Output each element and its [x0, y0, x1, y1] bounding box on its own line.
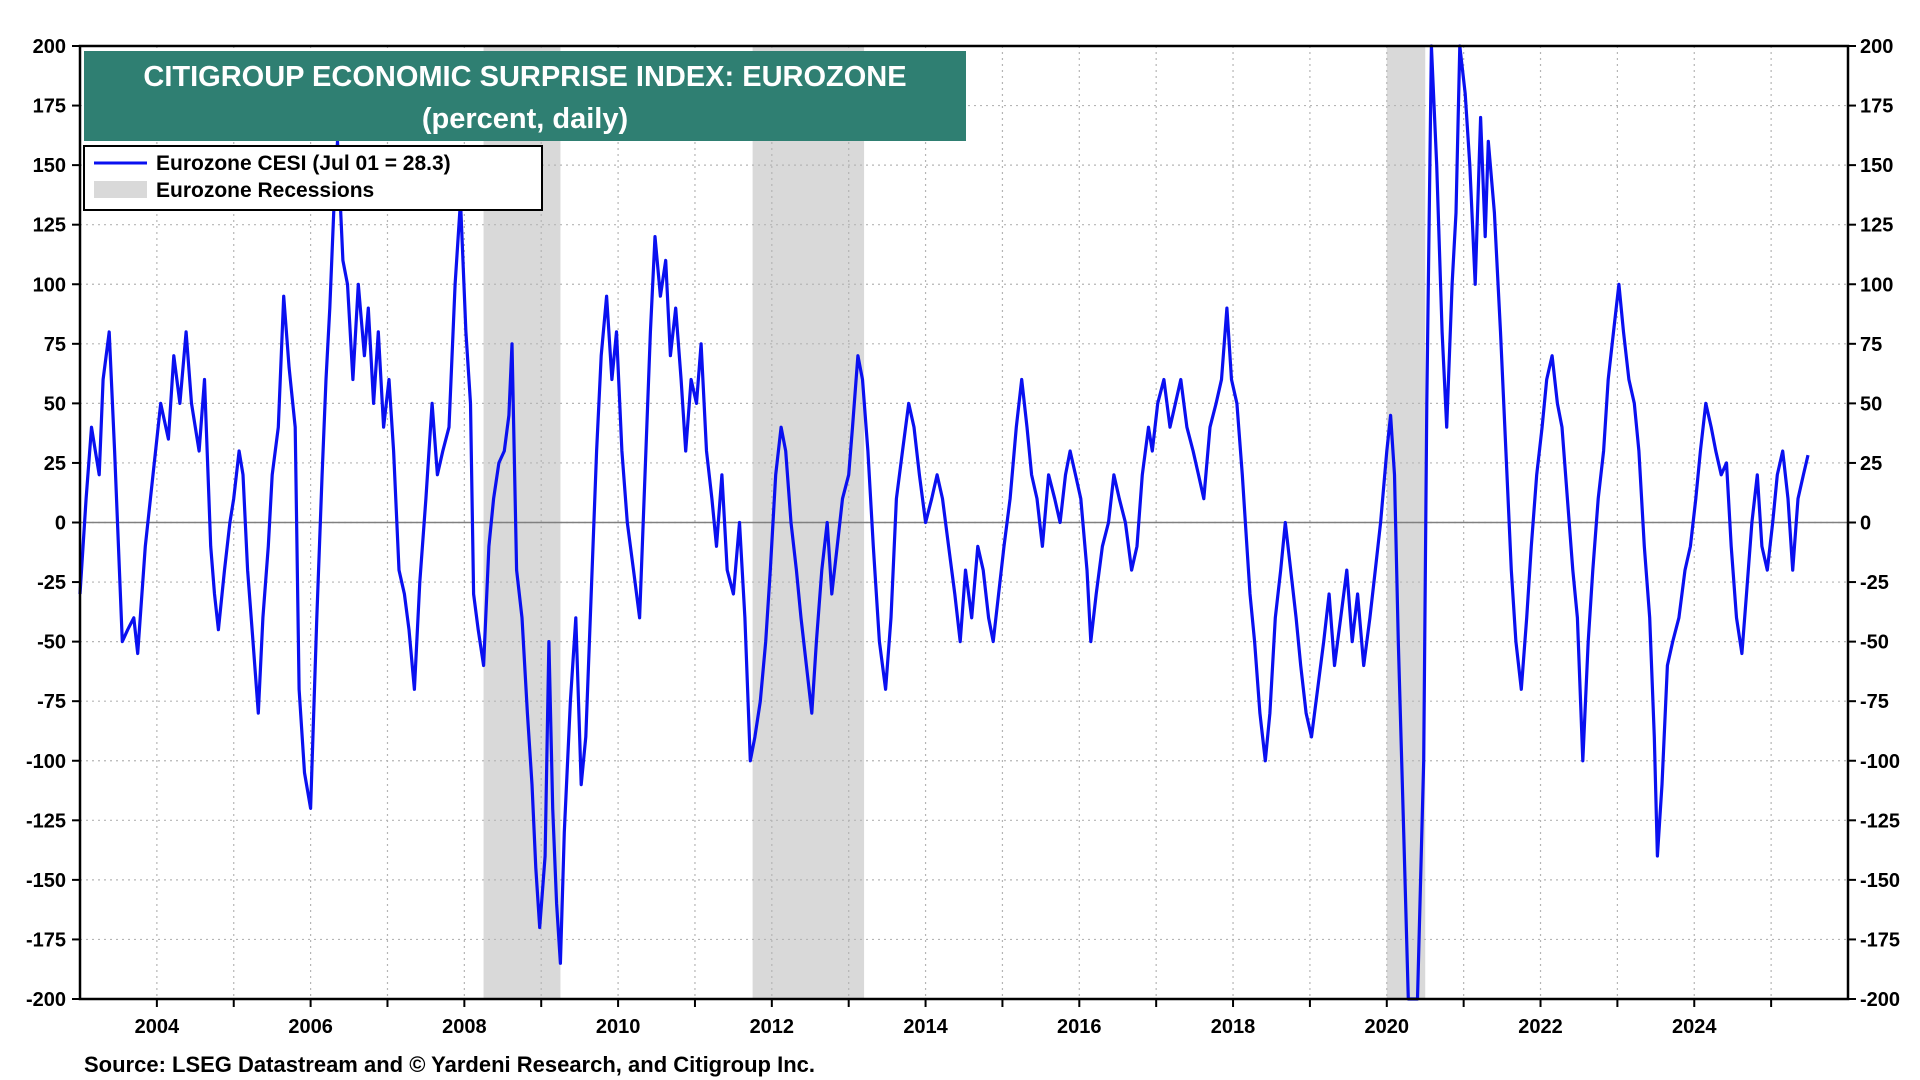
y-tick-left-label-1: 175: [33, 96, 66, 118]
y-tick-left-label-13: -125: [26, 810, 66, 832]
y-tick-right-label-3: 125: [1860, 215, 1893, 237]
y-tick-left-label-10: -50: [37, 632, 66, 654]
y-tick-left-label-7: 25: [44, 453, 66, 475]
title-background: [84, 51, 966, 141]
x-tick-label-3: 2010: [596, 1016, 641, 1038]
legend-frame: [83, 145, 543, 211]
y-tick-right-label-13: -125: [1860, 810, 1900, 832]
y-tick-right-label-12: -100: [1860, 751, 1900, 773]
x-tick-label-4: 2012: [750, 1016, 795, 1038]
y-tick-right-label-4: 100: [1860, 274, 1893, 296]
y-tick-right-label-1: 175: [1860, 96, 1893, 118]
y-tick-left-label-5: 75: [44, 334, 66, 356]
y-tick-right-label-11: -75: [1860, 691, 1889, 713]
y-tick-left-label-0: 200: [33, 36, 66, 58]
y-tick-left-label-15: -175: [26, 929, 66, 951]
y-tick-right-label-16: -200: [1860, 989, 1900, 1011]
y-tick-right-label-15: -175: [1860, 929, 1900, 951]
y-tick-left-label-16: -200: [26, 989, 66, 1011]
x-tick-label-5: 2014: [903, 1016, 948, 1038]
y-axis-left-ticks: 200 175 150 125 100 75 50 25 0 -25 -50 -75 -100 -125 -…: [26, 36, 80, 1011]
x-tick-label-7: 2018: [1211, 1016, 1256, 1038]
legend-label-recessions: Eurozone Recessions: [156, 179, 374, 202]
x-tick-label-8: 2020: [1365, 1016, 1410, 1038]
series-layer: [78, 44, 1810, 1001]
x-tick-label-9: 2022: [1518, 1016, 1563, 1038]
y-tick-right-label-8: 0: [1860, 513, 1871, 535]
y-tick-right-label-5: 75: [1860, 334, 1882, 356]
y-tick-left-label-9: -25: [37, 572, 66, 594]
y-tick-right-label-7: 25: [1860, 453, 1882, 475]
chart-title: CITIGROUP ECONOMIC SURPRISE INDEX: EUROZ…: [143, 61, 906, 93]
x-tick-label-1: 2006: [288, 1016, 333, 1038]
x-tick-label-2: 2008: [442, 1016, 487, 1038]
y-tick-left-label-14: -150: [26, 870, 66, 892]
legend-swatch-recessions: [94, 181, 147, 198]
y-tick-right-label-9: -25: [1860, 572, 1889, 594]
series-line-0: [78, 44, 1810, 1001]
y-tick-right-label-2: 150: [1860, 155, 1893, 177]
y-tick-right-label-0: 200: [1860, 36, 1893, 58]
title-box: CITIGROUP ECONOMIC SURPRISE INDEX: EUROZ…: [84, 51, 966, 141]
chart-subtitle: (percent, daily): [422, 103, 628, 135]
y-tick-right-label-10: -50: [1860, 632, 1889, 654]
y-tick-left-label-3: 125: [33, 215, 66, 237]
legend: Eurozone CESI (Jul 01 = 28.3) Eurozone R…: [83, 145, 543, 211]
y-tick-right-label-14: -150: [1860, 870, 1900, 892]
y-axis-right-ticks: 200 175 150 125 100 75 50 25 0 -25 -50 -75 -100 -125 -…: [1848, 36, 1900, 1011]
y-tick-left-label-6: 50: [44, 393, 66, 415]
legend-label-cesi: Eurozone CESI (Jul 01 = 28.3): [156, 152, 451, 175]
x-tick-label-6: 2016: [1057, 1016, 1102, 1038]
y-tick-left-label-11: -75: [37, 691, 66, 713]
y-tick-left-label-8: 0: [55, 513, 66, 535]
x-tick-label-10: 2024: [1672, 1016, 1717, 1038]
y-tick-left-label-4: 100: [33, 274, 66, 296]
x-axis-ticks: 2004 2006 2008 2010 2012 2014 2016 2018 2020 2022…: [135, 999, 1773, 1038]
y-tick-left-label-2: 150: [33, 155, 66, 177]
x-tick-label-0: 2004: [135, 1016, 180, 1038]
source-note: Source: LSEG Datastream and © Yardeni Re…: [84, 1052, 815, 1077]
y-tick-left-label-12: -100: [26, 751, 66, 773]
y-tick-right-label-6: 50: [1860, 393, 1882, 415]
